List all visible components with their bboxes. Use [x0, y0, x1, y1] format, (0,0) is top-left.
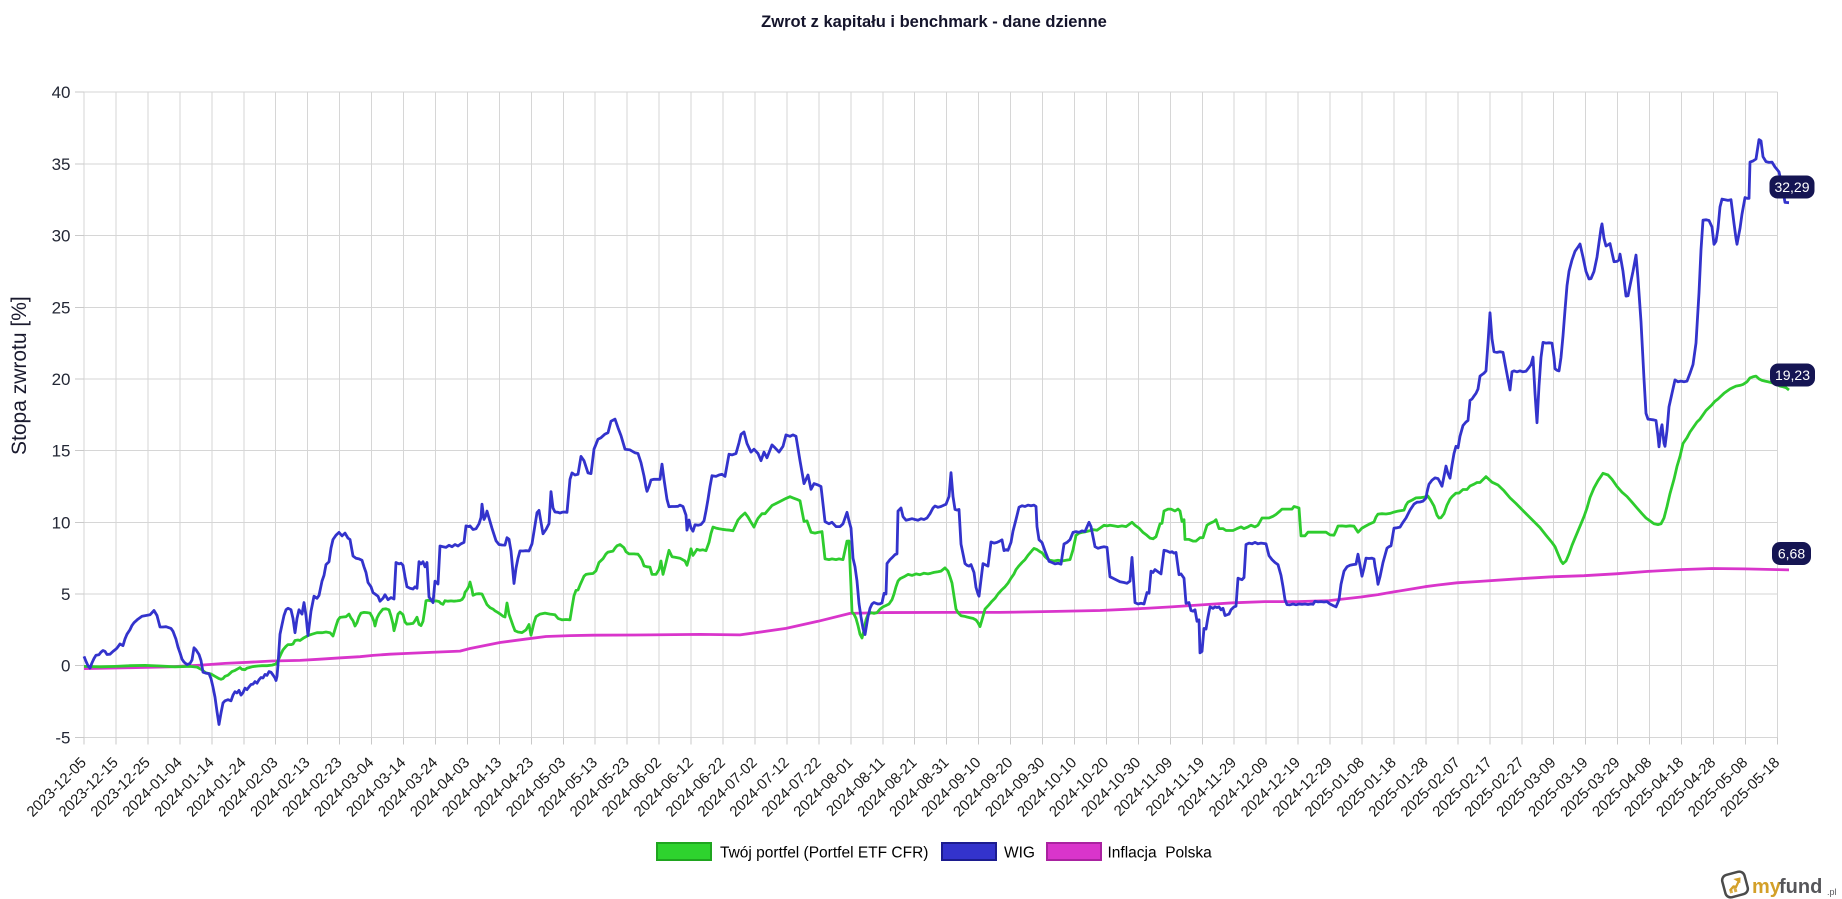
svg-text:Stopa zwrotu [%]: Stopa zwrotu [%] [8, 296, 31, 455]
svg-text:40: 40 [52, 83, 71, 102]
svg-text:Zwrot z kapitału i benchmark -: Zwrot z kapitału i benchmark - dane dzie… [761, 13, 1107, 31]
svg-text:Twój portfel (Portfel ETF CFR): Twój portfel (Portfel ETF CFR) [720, 845, 928, 862]
svg-text:Inflacja Polska: Inflacja Polska [1108, 845, 1213, 862]
svg-text:30: 30 [52, 227, 71, 246]
svg-text:20: 20 [52, 370, 71, 389]
svg-text:35: 35 [52, 155, 71, 174]
svg-text:my: my [1752, 876, 1782, 898]
svg-text:32,29: 32,29 [1774, 179, 1809, 195]
svg-text:-5: -5 [55, 728, 70, 747]
svg-text:19,23: 19,23 [1775, 367, 1810, 383]
svg-text:6,68: 6,68 [1778, 546, 1805, 562]
svg-text:5: 5 [61, 585, 70, 604]
svg-text:.pl: .pl [1827, 887, 1837, 897]
svg-text:25: 25 [52, 298, 71, 317]
svg-text:0: 0 [61, 657, 70, 676]
svg-text:fund: fund [1779, 876, 1822, 898]
svg-text:WIG: WIG [1004, 845, 1035, 862]
svg-text:15: 15 [52, 442, 71, 461]
svg-text:10: 10 [52, 513, 71, 532]
